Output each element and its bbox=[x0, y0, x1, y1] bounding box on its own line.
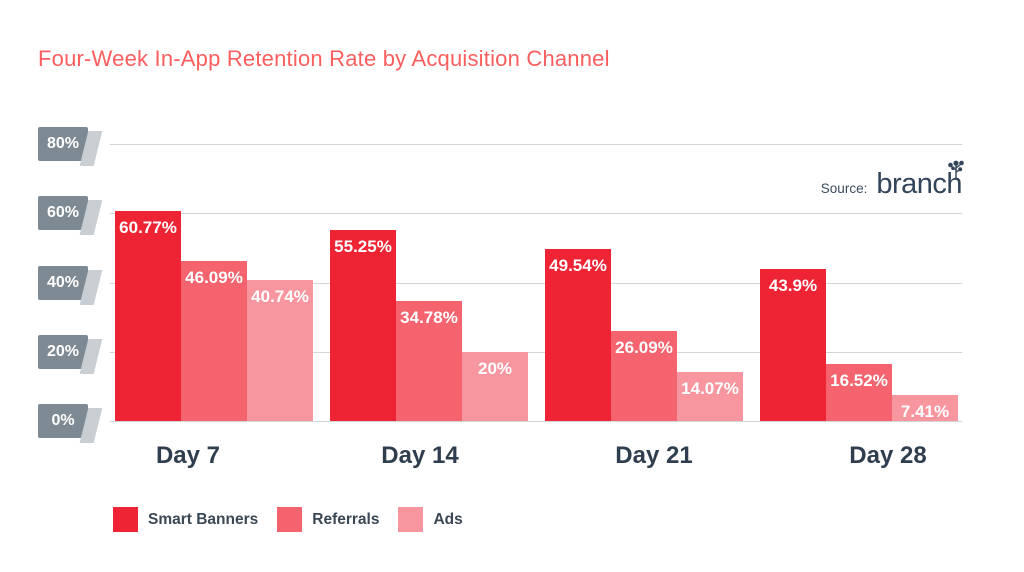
x-axis-label-Day 21: Day 21 bbox=[615, 442, 693, 469]
bar-value-label: 20% bbox=[477, 358, 513, 378]
bar-group-Day 28: 43.9% 16.52% 7.41% bbox=[760, 269, 958, 421]
bar-value-label: 49.54% bbox=[549, 256, 607, 276]
bar-value-label: 14.07% bbox=[681, 379, 739, 399]
legend-item-Ads: Ads bbox=[398, 507, 463, 532]
gridline-40% bbox=[110, 282, 962, 284]
bar-group-Day 21: 49.54% 26.09% 14.07% bbox=[545, 249, 743, 421]
bar-group-Day 14: 55.25% 34.78% 20% bbox=[330, 229, 528, 421]
bar-Referrals-Day 14: 34.78% bbox=[396, 300, 462, 421]
y-axis-tick-80%: 80% bbox=[38, 127, 88, 161]
x-axis-label-Day 14: Day 14 bbox=[381, 442, 459, 469]
bar-Smart Banners-Day 28: 43.9% bbox=[760, 269, 826, 421]
bar-value-label: 40.74% bbox=[251, 286, 309, 306]
bar-value-label: 46.09% bbox=[185, 268, 243, 288]
bar-Ads-Day 14: 20% bbox=[462, 351, 528, 421]
legend: Smart Banners Referrals Ads bbox=[113, 507, 463, 532]
legend-label: Smart Banners bbox=[148, 510, 259, 528]
bar-Referrals-Day 7: 46.09% bbox=[181, 261, 247, 421]
legend-swatch-Smart Banners bbox=[113, 507, 138, 532]
bar-value-label: 34.78% bbox=[400, 307, 458, 327]
chart-title: Four-Week In-App Retention Rate by Acqui… bbox=[38, 46, 610, 71]
bar-value-label: 60.77% bbox=[119, 217, 177, 237]
bar-group-Day 7: 60.77% 46.09% 40.74% bbox=[115, 210, 313, 421]
legend-swatch-Referrals bbox=[277, 507, 303, 532]
bar-Ads-Day 7: 40.74% bbox=[247, 279, 313, 421]
y-axis-tick-40%: 40% bbox=[38, 265, 88, 300]
bar-value-label: 26.09% bbox=[615, 337, 673, 357]
plot-area: 60.77% 46.09% 40.74% 55.25% 34.78% 20% 49.54% 2… bbox=[110, 144, 962, 422]
bar-Referrals-Day 28: 16.52% bbox=[826, 363, 892, 421]
gridline-60% bbox=[110, 213, 962, 215]
gridline-80% bbox=[110, 144, 962, 145]
bar-Smart Banners-Day 7: 60.77% bbox=[115, 210, 181, 421]
legend-label: Ads bbox=[433, 510, 463, 528]
x-axis-label-Day 7: Day 7 bbox=[155, 442, 221, 469]
y-axis-tick-20%: 20% bbox=[38, 334, 88, 369]
y-axis-tick-0%: 0% bbox=[38, 404, 88, 438]
bar-value-label: 16.52% bbox=[830, 370, 888, 390]
source-attribution: Source: branch bbox=[820, 160, 964, 200]
bar-Smart Banners-Day 14: 55.25% bbox=[330, 229, 396, 421]
gridline-20% bbox=[110, 351, 962, 353]
bar-Ads-Day 21: 14.07% bbox=[677, 372, 743, 421]
source-label: Source: bbox=[820, 181, 868, 196]
legend-item-Referrals: Referrals bbox=[277, 507, 379, 532]
branch-logo: branch bbox=[876, 168, 962, 200]
legend-label: Referrals bbox=[312, 510, 380, 528]
legend-swatch-Ads bbox=[398, 507, 424, 532]
x-axis-label-Day 28: Day 28 bbox=[849, 442, 927, 469]
branch-sprout-icon bbox=[948, 160, 964, 178]
bar-Referrals-Day 21: 26.09% bbox=[611, 330, 677, 421]
bar-value-label: 43.9% bbox=[768, 276, 818, 295]
gridline-0% bbox=[110, 421, 962, 422]
bar-Smart Banners-Day 21: 49.54% bbox=[545, 249, 611, 421]
bar-value-label: 7.41% bbox=[900, 402, 950, 422]
bar-Ads-Day 28: 7.41% bbox=[892, 395, 958, 421]
bar-value-label: 55.25% bbox=[334, 236, 392, 256]
legend-item-Smart Banners: Smart Banners bbox=[113, 507, 258, 532]
y-axis-tick-60%: 60% bbox=[38, 196, 88, 231]
